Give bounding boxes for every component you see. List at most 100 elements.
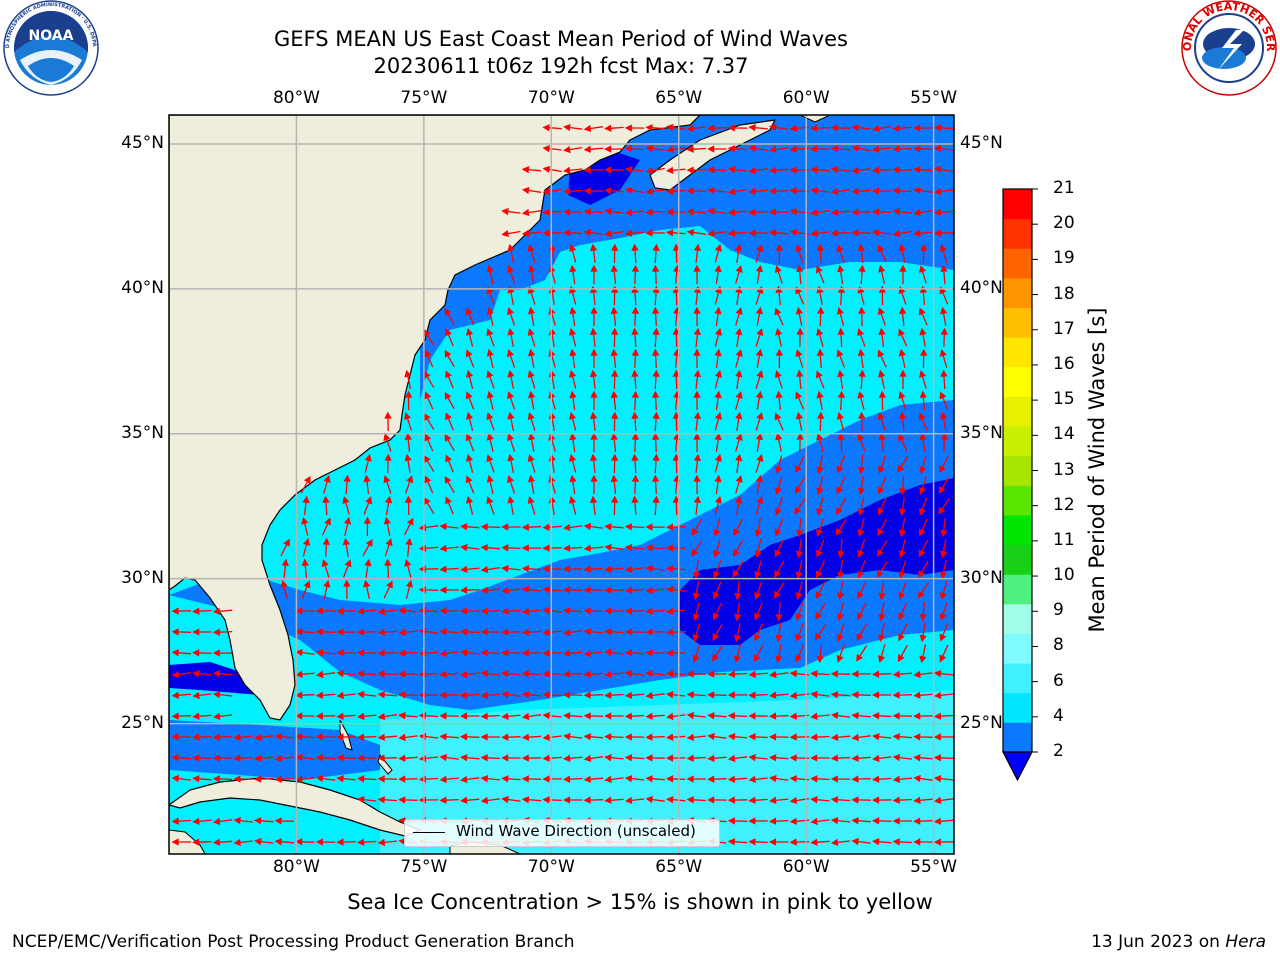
colorbar-segment — [1003, 307, 1032, 338]
lat-tick-label: 30°N — [121, 567, 164, 588]
wave-direction-arrow — [672, 327, 680, 348]
wave-direction-arrow — [872, 145, 892, 153]
wave-direction-arrow — [527, 432, 536, 452]
colorbar-tick-label: 6 — [1053, 670, 1064, 691]
wave-direction-arrow — [775, 327, 783, 347]
wave-direction-arrow — [562, 754, 583, 762]
wave-direction-arrow — [459, 565, 480, 573]
wave-direction-arrow — [645, 144, 665, 153]
wave-direction-arrow — [465, 433, 475, 452]
wave-direction-arrow — [589, 369, 598, 389]
wave-direction-arrow — [692, 580, 701, 601]
wave-direction-arrow — [583, 228, 603, 237]
wave-direction-arrow — [465, 307, 475, 326]
wave-direction-arrow — [774, 518, 784, 537]
wave-direction-arrow — [939, 455, 949, 474]
wave-direction-arrow — [857, 602, 867, 621]
wave-direction-arrow — [796, 327, 804, 348]
wave-direction-arrow — [816, 644, 824, 664]
wave-direction-arrow — [404, 432, 412, 453]
wave-direction-arrow — [707, 145, 727, 153]
wave-direction-arrow — [445, 496, 454, 515]
wave-direction-arrow — [459, 628, 480, 636]
wave-direction-arrow — [817, 411, 825, 432]
wave-direction-arrow — [851, 754, 871, 762]
wave-direction-arrow — [604, 628, 624, 636]
wave-direction-arrow — [727, 208, 748, 216]
wave-direction-arrow — [727, 712, 748, 720]
wave-direction-arrow — [712, 602, 723, 621]
wave-direction-arrow — [892, 207, 912, 216]
lon-tick-label: 65°W — [655, 857, 703, 877]
wave-direction-arrow — [583, 754, 603, 763]
wave-direction-arrow — [851, 187, 871, 195]
wave-direction-arrow — [897, 644, 908, 663]
wave-direction-arrow — [851, 796, 871, 804]
wave-direction-arrow — [898, 348, 906, 368]
wave-direction-arrow — [940, 432, 948, 453]
wave-direction-arrow — [315, 628, 336, 636]
wave-direction-arrow — [851, 837, 871, 846]
wave-direction-arrow — [343, 474, 351, 495]
wave-direction-arrow — [624, 523, 645, 531]
wave-direction-arrow — [754, 539, 762, 559]
wave-direction-arrow — [521, 165, 542, 174]
wave-direction-arrow — [851, 144, 871, 153]
wave-direction-arrow — [315, 712, 336, 720]
wave-direction-arrow — [590, 432, 598, 452]
wave-direction-arrow — [501, 712, 521, 721]
wave-direction-arrow — [444, 349, 455, 368]
colorbar-segment — [1003, 692, 1032, 723]
wave-direction-arrow — [631, 264, 640, 285]
wave-direction-arrow — [939, 243, 948, 263]
wave-direction-arrow — [424, 475, 434, 494]
wave-direction-arrow — [480, 733, 500, 741]
wave-direction-arrow — [810, 145, 830, 153]
wave-direction-arrow — [913, 733, 933, 741]
wave-direction-arrow — [501, 607, 521, 615]
colorbar-under-extension — [1002, 751, 1033, 782]
wave-direction-arrow — [810, 754, 830, 762]
wave-direction-arrow — [563, 166, 583, 174]
wave-direction-arrow — [480, 775, 501, 783]
wave-direction-arrow — [569, 243, 577, 263]
wave-direction-arrow — [645, 754, 665, 762]
wave-direction-arrow — [631, 390, 640, 411]
wave-direction-arrow — [768, 817, 789, 825]
wave-direction-arrow — [672, 495, 680, 516]
wave-direction-arrow — [939, 411, 948, 432]
wave-direction-arrow — [527, 348, 536, 368]
wave-direction-arrow — [315, 649, 336, 657]
wave-direction-arrow — [501, 628, 521, 636]
wave-direction-arrow — [871, 775, 892, 783]
wave-direction-arrow — [933, 187, 954, 196]
wave-direction-arrow — [837, 390, 846, 411]
wave-direction-arrow — [445, 328, 454, 347]
wave-direction-arrow — [563, 732, 583, 741]
wave-direction-arrow — [714, 474, 722, 494]
wave-direction-arrow — [727, 733, 748, 741]
wave-direction-arrow — [610, 474, 618, 495]
wave-direction-arrow — [521, 796, 542, 804]
wave-direction-arrow — [501, 690, 521, 699]
wave-direction-arrow — [521, 733, 542, 741]
wave-direction-arrow — [439, 627, 459, 636]
footer-date: 13 Jun 2023 on Hera — [1091, 932, 1266, 952]
wave-direction-arrow — [624, 229, 645, 237]
wave-direction-arrow — [727, 229, 748, 237]
wave-direction-arrow — [274, 838, 295, 846]
wave-direction-arrow — [898, 581, 907, 600]
wave-direction-arrow — [295, 733, 315, 741]
wave-direction-arrow — [336, 733, 356, 741]
wave-direction-arrow — [755, 370, 764, 389]
wave-direction-arrow — [631, 474, 640, 495]
colorbar — [1002, 188, 1038, 782]
wave-direction-arrow — [836, 244, 846, 263]
colorbar-label: Mean Period of Wind Waves [s] — [1085, 307, 1109, 633]
wave-direction-arrow — [398, 649, 418, 657]
wave-direction-arrow — [363, 496, 373, 515]
wave-direction-arrow — [501, 565, 521, 573]
wave-direction-arrow — [754, 623, 764, 642]
wave-direction-arrow — [693, 474, 701, 495]
colorbar-segment — [1003, 574, 1032, 605]
